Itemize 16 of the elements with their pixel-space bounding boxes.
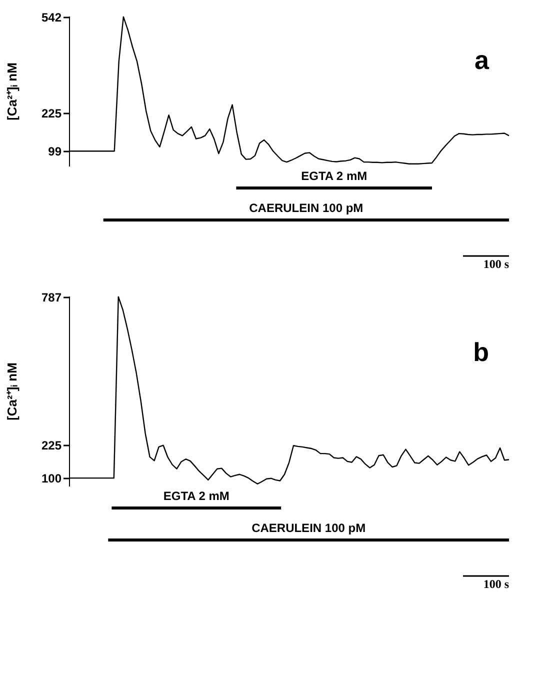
text: CAERULEIN 100 pM [249,201,364,215]
text: 100 s [483,577,510,591]
text: CAERULEIN 100 pM [252,521,366,535]
text: EGTA 2 mM [163,489,230,503]
text: EGTA 2 mM [301,169,368,183]
text: 100 s [483,257,510,271]
y-axis-title: [Ca²⁺]ᵢ nM [4,362,20,420]
y-tick-label: 100 [41,472,62,486]
y-tick-label: 787 [41,290,62,304]
annotation: a [474,45,490,75]
y-tick-label: 99 [48,144,62,159]
y-tick-label: 542 [41,10,62,24]
y-tick-label: 225 [41,106,62,120]
annotation: b [473,337,489,367]
y-tick-label: 225 [41,438,62,453]
y-axis-title: [Ca²⁺]ᵢ nM [4,62,20,120]
